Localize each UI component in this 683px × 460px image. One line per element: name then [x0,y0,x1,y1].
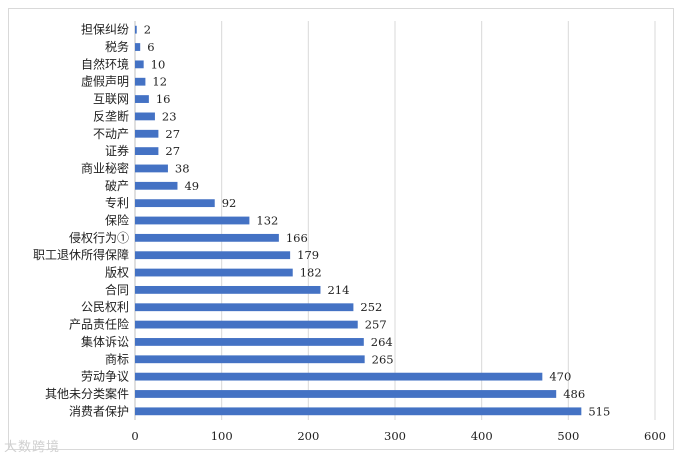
category-label: 保险 [105,213,129,228]
data-label: 12 [152,75,167,89]
data-label: 27 [165,144,180,158]
category-label: 专利 [105,195,129,210]
bar [135,372,543,381]
bar [135,147,159,156]
x-tick-label: 200 [297,429,319,443]
data-label: 264 [371,335,393,349]
data-label: 252 [360,300,382,314]
category-label: 商标 [105,351,129,366]
data-label: 182 [300,266,322,280]
bar [135,268,293,277]
data-label: 179 [297,248,319,262]
bar [135,164,168,173]
data-label: 214 [327,283,349,297]
data-label: 166 [286,231,308,245]
category-label: 合同 [105,282,129,297]
data-label: 2 [144,23,151,37]
data-label: 132 [256,214,278,228]
x-tick-label: 300 [384,429,406,443]
category-label: 虚假声明 [81,75,129,89]
category-label: 互联网 [93,92,129,106]
bar [135,320,358,329]
data-label: 16 [156,92,171,106]
watermark-logo: 大数跨境 [4,440,61,455]
x-tick-label: 0 [131,429,138,443]
chart-frame: 0 100 200 300 400 500 600 担保纠纷 2 税务 6 自然环境 10 虚假声明 12 互… [8,8,674,450]
data-label: 6 [147,40,154,54]
x-tick-label: 400 [471,429,493,443]
category-label: 自然环境 [81,56,129,71]
bar [135,112,155,121]
category-label: 税务 [105,39,129,54]
data-label: 486 [563,387,585,401]
bar [135,303,354,312]
x-tick-label: 600 [644,429,666,443]
data-label: 515 [588,404,610,418]
data-label: 27 [165,127,180,141]
category-label: 产品责任险 [69,317,129,332]
bar [135,390,557,398]
data-label: 92 [222,196,237,210]
data-label: 10 [151,57,166,71]
x-tick-label: 100 [211,429,233,443]
data-label: 265 [372,352,394,366]
category-label: 破产 [105,178,129,193]
data-label: 470 [549,370,571,384]
bar [135,338,364,346]
bar-chart: 0 100 200 300 400 500 600 担保纠纷 2 税务 6 自然环境 10 虚假声明 12 互… [33,21,666,443]
data-label: 23 [162,109,177,123]
category-label: 职工退休所得保障 [33,247,129,262]
category-label: 其他未分类案件 [45,386,129,401]
category-label: 担保纠纷 [81,23,129,37]
category-label: 版权 [105,266,129,280]
bar [135,355,365,364]
category-label: 集体诉讼 [81,334,129,349]
category-label: 商业秘密 [81,160,129,175]
bar [135,77,146,86]
bar [135,251,291,260]
category-label: 公民权利 [81,300,129,314]
data-label: 257 [365,318,387,332]
category-label: 劳动争议 [81,370,129,384]
bar [135,216,250,225]
bar [135,60,144,69]
bar [135,285,321,294]
bar [135,181,178,190]
bar [135,407,582,416]
bar [135,129,159,138]
category-label: 消费者保护 [69,404,129,418]
category-label: 侵权行为① [69,230,129,245]
bar [135,199,215,208]
bar [135,95,149,103]
data-label: 38 [175,161,190,175]
category-label: 不动产 [93,127,129,141]
x-tick-label: 500 [557,429,579,443]
category-label: 反垄断 [93,108,129,123]
bar [135,233,279,242]
bar [135,25,137,34]
data-label: 49 [184,179,199,193]
bar [135,43,141,51]
category-label: 证券 [105,143,129,158]
